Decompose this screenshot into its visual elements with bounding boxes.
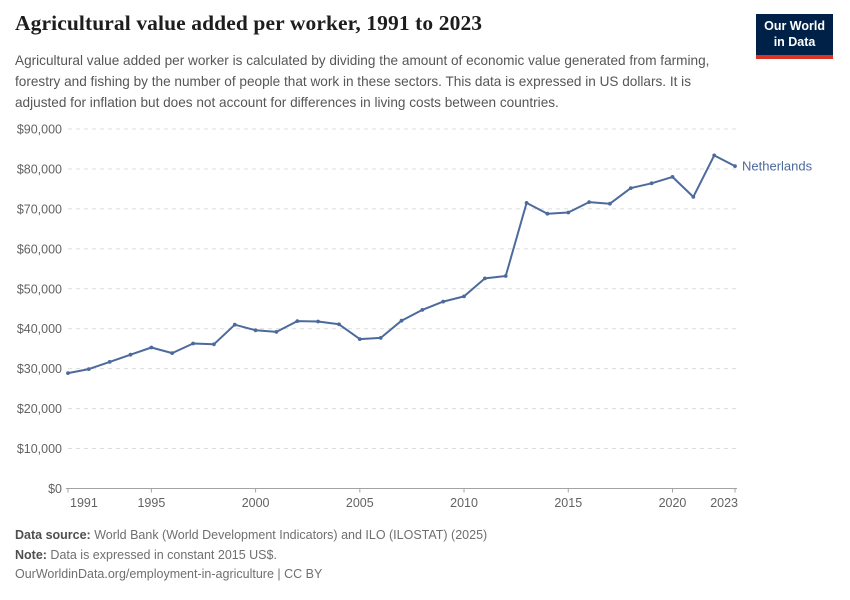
data-point — [441, 299, 446, 304]
series-end-label: Netherlands — [742, 159, 813, 174]
data-point — [649, 181, 654, 186]
data-source-line: Data source: World Bank (World Developme… — [15, 526, 487, 546]
data-point — [566, 210, 571, 215]
data-point — [545, 211, 550, 216]
y-tick-label: $70,000 — [17, 202, 62, 216]
data-point — [399, 318, 404, 323]
chart-footer: Data source: World Bank (World Developme… — [15, 526, 487, 585]
data-point — [149, 345, 154, 350]
y-tick-label: $10,000 — [17, 442, 62, 456]
data-point — [66, 371, 70, 375]
data-point — [212, 342, 216, 347]
y-tick-label: $20,000 — [17, 402, 62, 416]
data-point — [191, 341, 196, 346]
x-tick-label: 2000 — [242, 496, 270, 510]
data-point — [628, 186, 633, 191]
x-tick-label: 1995 — [137, 496, 165, 510]
data-point — [170, 351, 175, 355]
data-point — [733, 164, 737, 169]
data-point — [86, 367, 91, 371]
data-source-label: Data source: — [15, 528, 91, 542]
data-point — [357, 337, 362, 341]
owid-logo-line2: in Data — [773, 34, 816, 49]
data-point — [608, 201, 612, 206]
data-point — [691, 195, 696, 199]
y-tick-label: $90,000 — [17, 123, 62, 137]
data-point — [274, 330, 279, 334]
license-line: OurWorldinData.org/employment-in-agricul… — [15, 567, 323, 581]
data-point — [378, 336, 383, 340]
data-point — [420, 308, 425, 312]
x-tick-label: 1991 — [70, 496, 98, 510]
y-tick-label: $80,000 — [17, 162, 62, 176]
y-tick-label: $50,000 — [17, 282, 62, 296]
x-tick-label: 2015 — [554, 496, 582, 510]
x-tick-label: 2023 — [710, 496, 738, 510]
note-line: Note: Data is expressed in constant 2015… — [15, 546, 487, 566]
y-tick-label: $30,000 — [17, 362, 62, 376]
y-tick-label: $60,000 — [17, 242, 62, 256]
data-point — [670, 175, 675, 179]
data-point — [316, 319, 320, 324]
note-label: Note: — [15, 547, 47, 562]
page-title: Agricultural value added per worker, 199… — [15, 11, 483, 35]
data-point — [587, 200, 591, 205]
data-point — [712, 153, 717, 158]
owid-logo-line1: Our World — [764, 19, 825, 33]
data-point — [483, 276, 487, 281]
data-point — [107, 360, 112, 364]
data-point — [462, 294, 466, 299]
x-tick-label: 2005 — [346, 496, 374, 510]
y-tick-label: $40,000 — [17, 322, 62, 336]
data-point — [337, 322, 341, 327]
chart-line — [67, 154, 736, 375]
note-text: Data is expressed in constant 2015 US$. — [46, 547, 277, 562]
x-tick-label: 2010 — [450, 496, 478, 510]
data-point — [253, 328, 258, 333]
data-point — [503, 274, 508, 278]
y-tick-label: $0 — [48, 482, 62, 496]
data-point — [128, 352, 133, 357]
chart-subtitle: Agricultural value added per worker is c… — [15, 53, 710, 110]
owid-logo: Our World in Data — [756, 14, 833, 59]
data-point — [295, 319, 300, 323]
data-point — [232, 322, 237, 327]
data-source-text: World Bank (World Development Indicators… — [90, 528, 488, 542]
x-tick-label: 2020 — [659, 496, 687, 510]
data-point — [524, 201, 529, 205]
